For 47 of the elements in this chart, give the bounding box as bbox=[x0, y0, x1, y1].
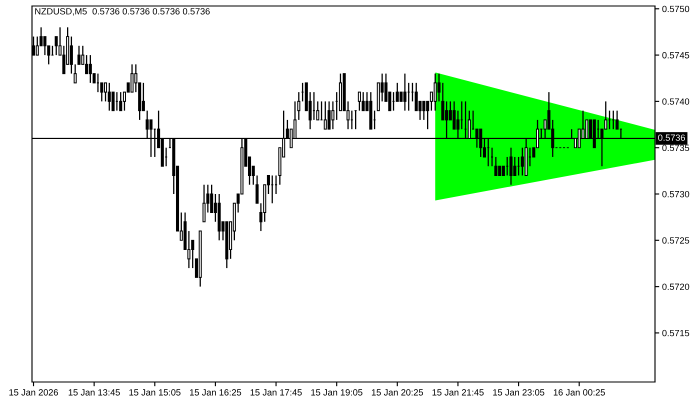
candlestick bbox=[324, 100, 327, 130]
candlestick bbox=[513, 156, 516, 176]
candlestick bbox=[452, 100, 456, 130]
x-tick-label: 15 Jan 21:45 bbox=[432, 389, 484, 396]
y-tick-label: 0.5735 bbox=[662, 144, 690, 152]
candlestick bbox=[362, 92, 365, 112]
y-tick-label: 0.5730 bbox=[662, 190, 690, 198]
candlestick bbox=[108, 82, 111, 112]
y-tick-label: 0.5725 bbox=[662, 237, 690, 244]
candlestick bbox=[358, 92, 361, 112]
candlestick bbox=[400, 92, 403, 102]
candlestick bbox=[437, 72, 441, 102]
candlestick bbox=[328, 100, 331, 130]
x-tick-label: 15 Jan 17:45 bbox=[250, 389, 302, 396]
candlestick bbox=[414, 82, 418, 112]
y-tick-label: 0.5745 bbox=[662, 52, 690, 58]
candlestick bbox=[616, 110, 619, 130]
candlestick bbox=[498, 166, 502, 176]
x-tick-label: 15 Jan 19:05 bbox=[311, 389, 362, 396]
x-tick-label: 15 Jan 20:25 bbox=[372, 389, 424, 396]
candlestick bbox=[520, 147, 524, 176]
x-tick-label: 15 Jan 16:25 bbox=[190, 389, 242, 396]
candlestick bbox=[210, 184, 214, 214]
y-tick-label: 0.5750 bbox=[662, 6, 690, 12]
candlestick bbox=[509, 147, 513, 186]
candlestick bbox=[202, 184, 206, 222]
candlestick bbox=[494, 156, 498, 176]
candlestick bbox=[43, 36, 46, 56]
y-tick-label: 0.5740 bbox=[662, 98, 690, 105]
candlestick bbox=[119, 92, 122, 112]
candlestick bbox=[130, 64, 134, 93]
x-tick-label: 15 Jan 2026 bbox=[9, 389, 58, 396]
candlestick bbox=[36, 36, 39, 56]
candlestick bbox=[403, 72, 406, 112]
candlestick bbox=[85, 54, 88, 74]
chart-title: NZDUSD,M5 0.5736 0.5736 0.5736 0.5736 bbox=[35, 8, 210, 16]
ref-line-label: 0.5736 bbox=[658, 134, 685, 141]
y-tick-label: 0.5720 bbox=[662, 284, 690, 290]
candlestick bbox=[88, 54, 92, 84]
x-tick-label: 15 Jan 23:05 bbox=[493, 389, 544, 396]
x-tick-label: 15 Jan 15:05 bbox=[129, 389, 181, 396]
candlestick bbox=[434, 72, 437, 112]
candlestick bbox=[422, 100, 426, 121]
x-tick-label: 15 Jan 13:45 bbox=[68, 389, 120, 396]
y-tick-label: 0.5715 bbox=[662, 330, 690, 336]
candlestick bbox=[396, 82, 399, 102]
x-tick-label: 16 Jan 00:25 bbox=[554, 389, 605, 396]
